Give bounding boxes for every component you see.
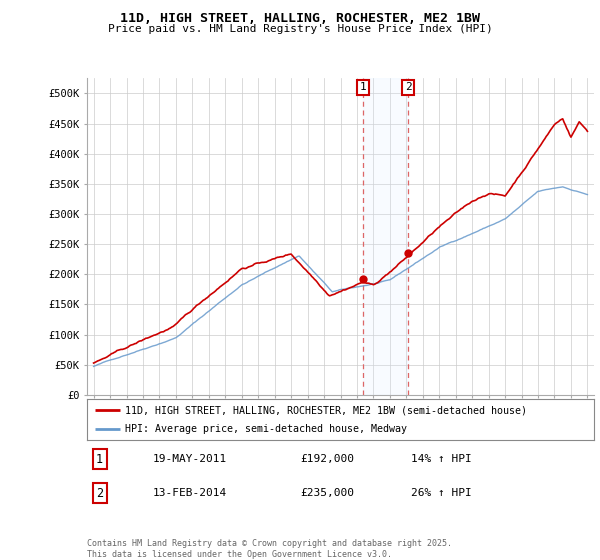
Text: 2: 2 <box>405 82 412 92</box>
Text: 11D, HIGH STREET, HALLING, ROCHESTER, ME2 1BW: 11D, HIGH STREET, HALLING, ROCHESTER, ME… <box>120 12 480 25</box>
Text: 2: 2 <box>96 487 103 500</box>
Text: 13-FEB-2014: 13-FEB-2014 <box>153 488 227 498</box>
Bar <box>363 78 409 395</box>
Text: Price paid vs. HM Land Registry's House Price Index (HPI): Price paid vs. HM Land Registry's House … <box>107 24 493 34</box>
Text: 11D, HIGH STREET, HALLING, ROCHESTER, ME2 1BW (semi-detached house): 11D, HIGH STREET, HALLING, ROCHESTER, ME… <box>125 405 527 415</box>
Text: 1: 1 <box>360 82 367 92</box>
Text: HPI: Average price, semi-detached house, Medway: HPI: Average price, semi-detached house,… <box>125 424 407 433</box>
Text: 1: 1 <box>96 452 103 465</box>
Text: 26% ↑ HPI: 26% ↑ HPI <box>412 488 472 498</box>
Text: £235,000: £235,000 <box>300 488 354 498</box>
Text: £192,000: £192,000 <box>300 454 354 464</box>
Text: Contains HM Land Registry data © Crown copyright and database right 2025.
This d: Contains HM Land Registry data © Crown c… <box>87 539 452 559</box>
Text: 14% ↑ HPI: 14% ↑ HPI <box>412 454 472 464</box>
Text: 19-MAY-2011: 19-MAY-2011 <box>153 454 227 464</box>
